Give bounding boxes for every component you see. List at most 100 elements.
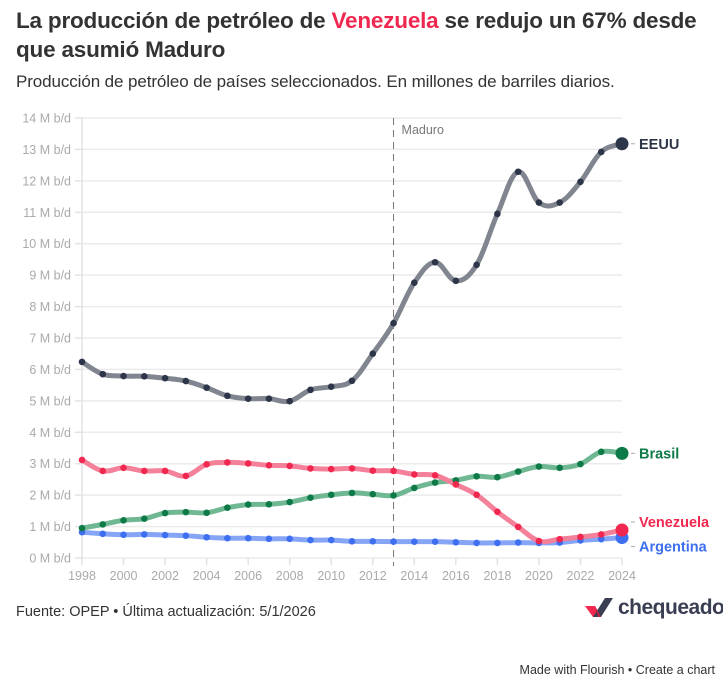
point-eeuu: [473, 261, 480, 269]
x-axis: 1998 2000 2002 2004 2006 2008 2010 2012 2014 2016…: [68, 558, 636, 583]
x-tick-label: 2004: [193, 569, 221, 583]
y-tick-label: 14 M b/d: [22, 112, 71, 126]
x-tick-label: 2020: [525, 569, 553, 583]
x-tick-label: 2018: [483, 569, 511, 583]
y-tick-label: 0 M b/d: [29, 552, 71, 566]
point-eeuu: [141, 373, 148, 380]
point-brasil: [411, 484, 418, 492]
point-brasil: [120, 516, 127, 524]
point-eeuu: [411, 279, 418, 286]
point-eeuu: [286, 397, 293, 405]
chequeado-logo[interactable]: chequeado: [585, 596, 723, 620]
point-brasil: [161, 509, 169, 517]
point-brasil: [597, 448, 605, 456]
point-brasil: [78, 524, 86, 532]
point-brasil: [535, 463, 543, 470]
y-tick-label: 9 M b/d: [29, 269, 71, 283]
point-eeuu: [120, 372, 127, 380]
y-axis: 0 M b/d 1 M b/d 2 M b/d 3 M b/d 4 M b/d 5 M b…: [22, 112, 83, 566]
point-venezuela: [182, 472, 190, 480]
point-brasil: [307, 494, 314, 501]
point-brasil: [327, 491, 335, 499]
point-venezuela: [203, 461, 210, 468]
point-brasil: [473, 472, 480, 480]
point-brasil: [182, 508, 190, 516]
point-venezuela: [224, 459, 231, 466]
point-argentina: [203, 533, 210, 541]
x-tick-label: 2008: [276, 569, 304, 583]
point-argentina: [99, 530, 107, 538]
point-eeuu: [577, 178, 584, 186]
create-chart-link[interactable]: Create a chart: [635, 663, 715, 677]
point-venezuela: [390, 467, 397, 475]
y-tick-label: 13 M b/d: [22, 143, 71, 157]
point-eeuu: [348, 377, 356, 385]
title-highlight: Venezuela: [331, 8, 439, 33]
point-brasil: [494, 473, 501, 481]
point-argentina: [182, 532, 190, 539]
point-venezuela: [514, 523, 522, 531]
chart-title: La producción de petróleo de Venezuela s…: [16, 6, 716, 64]
chequeado-check-icon: [585, 598, 613, 617]
point-venezuela: [597, 531, 605, 538]
point-eeuu: [307, 386, 314, 394]
x-tick-label: 2010: [317, 569, 345, 583]
point-brasil: [244, 501, 252, 508]
point-eeuu: [556, 199, 563, 206]
source-note: Fuente: OPEP • Última actualización: 5/1…: [16, 604, 316, 620]
point-eeuu: [265, 395, 273, 402]
point-eeuu: [203, 384, 210, 391]
y-tick-label: 8 M b/d: [29, 300, 71, 314]
point-argentina: [307, 536, 314, 544]
point-venezuela: [535, 537, 543, 545]
point-brasil: [615, 446, 629, 460]
point-brasil: [348, 489, 356, 497]
point-argentina: [390, 538, 397, 545]
maduro-annotation-label: Maduro: [402, 123, 444, 137]
point-venezuela: [348, 465, 356, 472]
point-brasil: [224, 504, 231, 512]
point-brasil: [431, 479, 439, 486]
point-eeuu: [182, 377, 190, 385]
x-tick-label: 1998: [68, 569, 96, 583]
point-argentina: [452, 538, 460, 546]
point-argentina: [286, 535, 293, 543]
point-brasil: [556, 464, 563, 472]
series-label-eeuu: EEUU: [639, 137, 679, 153]
point-brasil: [369, 490, 377, 498]
x-tick-label: 2006: [234, 569, 262, 583]
point-argentina: [327, 536, 335, 544]
gridlines: [82, 117, 622, 559]
point-brasil: [99, 521, 107, 528]
point-argentina: [120, 531, 127, 539]
series-label-venezuela: Venezuela: [639, 515, 710, 531]
point-venezuela: [327, 465, 335, 473]
x-tick-label: 2014: [400, 569, 428, 583]
point-eeuu: [615, 137, 629, 151]
point-venezuela: [369, 467, 377, 474]
y-tick-label: 1 M b/d: [29, 520, 71, 534]
point-venezuela: [244, 460, 252, 467]
point-argentina: [141, 531, 148, 538]
point-argentina: [597, 535, 605, 543]
y-tick-label: 12 M b/d: [22, 174, 71, 188]
point-argentina: [514, 539, 522, 546]
made-with-flourish-link[interactable]: Made with Flourish: [519, 663, 625, 677]
point-venezuela: [615, 523, 629, 537]
point-eeuu: [535, 199, 543, 206]
point-brasil: [286, 498, 293, 506]
point-brasil: [265, 500, 273, 508]
point-venezuela: [99, 467, 107, 475]
point-venezuela: [556, 535, 563, 543]
point-venezuela: [141, 467, 148, 475]
point-eeuu: [99, 370, 107, 378]
point-eeuu: [224, 392, 231, 400]
point-venezuela: [577, 533, 584, 541]
point-venezuela: [78, 456, 86, 464]
logo-text: chequeado: [618, 596, 723, 619]
y-tick-label: 6 M b/d: [29, 363, 71, 377]
point-venezuela: [411, 471, 418, 478]
point-argentina: [244, 534, 252, 542]
x-tick-label: 2000: [110, 569, 138, 583]
flourish-credit: Made with Flourish • Create a chart: [520, 663, 715, 677]
